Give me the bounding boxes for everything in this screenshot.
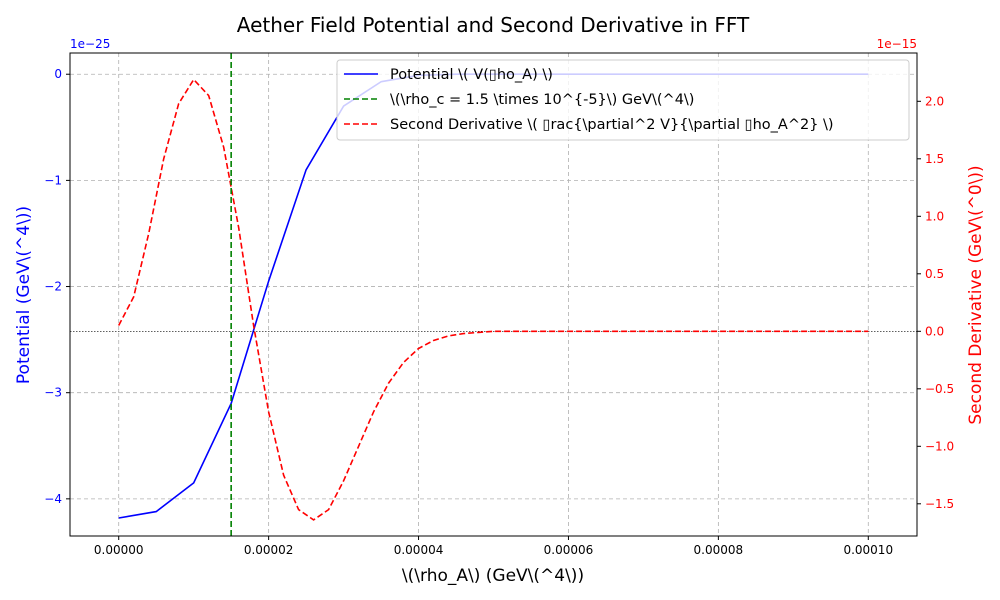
y-right-tick-label: −0.5 xyxy=(925,382,954,396)
right-axis-offset: 1e−15 xyxy=(877,37,917,51)
y-right-tick-label: −1.0 xyxy=(925,439,954,453)
x-axis-label: \(\rho_A\) (GeV\(^4\)) xyxy=(402,566,584,586)
y-right-tick-label: 0.0 xyxy=(925,324,944,338)
left-axis-offset: 1e−25 xyxy=(70,37,110,51)
y-right-tick-label: −1.5 xyxy=(925,497,954,511)
x-tick-label: 0.00000 xyxy=(94,543,144,557)
series-second-derivative-line xyxy=(117,78,869,521)
y-right-tick-label: 2.0 xyxy=(925,94,944,108)
y-left-tick-label: −2 xyxy=(44,280,62,294)
plot-frame xyxy=(69,52,918,537)
y-ticks-left: 0 −1 −2 −3 −4 xyxy=(44,67,70,506)
x-ticks: 0.00000 0.00002 0.00004 0.00006 0.00008 0.000… xyxy=(94,536,893,557)
y-left-tick-label: −1 xyxy=(44,173,62,187)
y-right-tick-label: 0.5 xyxy=(925,267,944,281)
x-tick-label: 0.00008 xyxy=(694,543,744,557)
legend-label-second-derivative: Second Derivative \( ▯rac{\partial^2 V}{… xyxy=(390,117,834,133)
y-axis-label-left: Potential (GeV\(^4\)) xyxy=(14,206,34,384)
chart-title: Aether Field Potential and Second Deriva… xyxy=(237,13,750,37)
x-tick-label: 0.00004 xyxy=(394,543,444,557)
y-left-tick-label: −3 xyxy=(44,386,62,400)
x-tick-label: 0.00002 xyxy=(244,543,294,557)
legend-box xyxy=(336,59,910,141)
y-ticks-right: 2.0 1.5 1.0 0.5 0.0 −0.5 −1.0 −1.5 xyxy=(917,94,954,511)
y-right-tick-label: 1.5 xyxy=(925,152,944,166)
x-tick-label: 0.00006 xyxy=(544,543,594,557)
x-tick-label: 0.00010 xyxy=(843,543,893,557)
y-left-tick-label: −4 xyxy=(44,492,62,506)
y-left-tick-label: 0 xyxy=(54,67,62,81)
legend-label-potential: Potential \( V(▯ho_A) \) xyxy=(390,67,553,83)
legend: Potential \( V(▯ho_A) \) \(\rho_c = 1.5 … xyxy=(336,59,910,141)
legend-label-critical-density: \(\rho_c = 1.5 \times 10^{-5}\) GeV\(^4\… xyxy=(390,92,694,108)
y-right-tick-label: 1.0 xyxy=(925,209,944,223)
y-axis-label-right: Second Derivative (GeV\(^0\)) xyxy=(966,165,986,424)
